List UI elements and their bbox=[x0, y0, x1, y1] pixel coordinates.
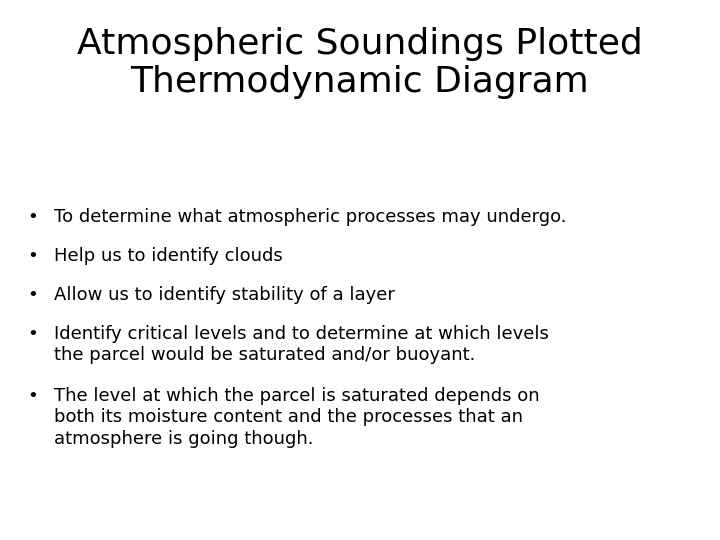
Text: •: • bbox=[27, 286, 37, 303]
Text: Identify critical levels and to determine at which levels
the parcel would be sa: Identify critical levels and to determin… bbox=[54, 325, 549, 364]
Text: Atmospheric Soundings Plotted
Thermodynamic Diagram: Atmospheric Soundings Plotted Thermodyna… bbox=[77, 27, 643, 99]
Text: To determine what atmospheric processes may undergo.: To determine what atmospheric processes … bbox=[54, 208, 567, 226]
Text: •: • bbox=[27, 208, 37, 226]
Text: •: • bbox=[27, 387, 37, 404]
Text: The level at which the parcel is saturated depends on
both its moisture content : The level at which the parcel is saturat… bbox=[54, 387, 539, 448]
Text: Help us to identify clouds: Help us to identify clouds bbox=[54, 247, 283, 265]
Text: •: • bbox=[27, 247, 37, 265]
Text: Allow us to identify stability of a layer: Allow us to identify stability of a laye… bbox=[54, 286, 395, 303]
Text: •: • bbox=[27, 325, 37, 342]
